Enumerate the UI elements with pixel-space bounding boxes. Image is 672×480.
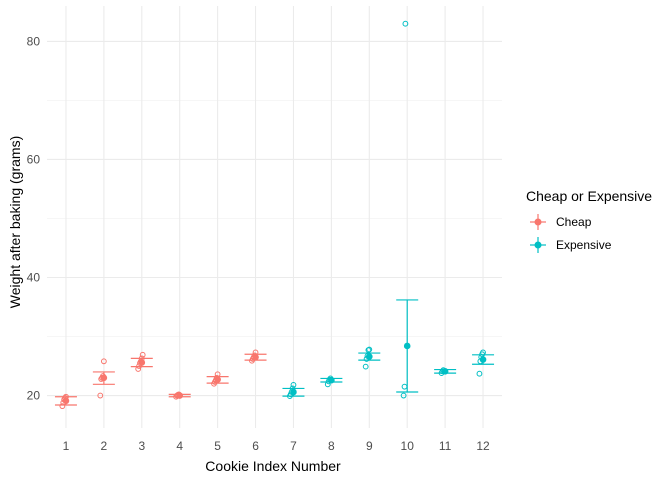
data-point: [324, 381, 331, 388]
data-point: [366, 346, 373, 353]
x-tick-label: 1: [63, 439, 70, 453]
data-point: [480, 349, 486, 356]
cookie-group: [54, 393, 77, 410]
mean-point: [290, 388, 297, 396]
data-point: [402, 20, 409, 27]
legend-key-point: [534, 218, 542, 226]
y-tick-label: 80: [27, 34, 41, 48]
legend-title: Cheap or Expensive: [526, 188, 652, 204]
mean-point: [328, 376, 335, 384]
mean-point: [214, 376, 221, 383]
cookie-group: [206, 371, 229, 387]
cookie-group: [130, 351, 153, 372]
mean-point: [138, 359, 146, 366]
data-layer: [54, 20, 495, 410]
data-point: [401, 383, 408, 390]
cookie-group: [168, 391, 191, 400]
data-point: [59, 403, 66, 410]
mean-point: [441, 368, 449, 375]
cookie-group: [396, 20, 419, 399]
x-tick-label: 8: [328, 439, 335, 453]
x-tick-label: 11: [439, 439, 452, 453]
data-point: [362, 363, 369, 370]
cookie-group: [244, 349, 267, 364]
y-tick-label: 60: [27, 152, 41, 166]
x-tick-label: 4: [176, 439, 183, 453]
mean-point: [252, 353, 259, 361]
y-tick-label: 40: [27, 270, 41, 284]
legend: Cheap or Expensive Cheap Expensive: [526, 188, 652, 253]
data-point: [135, 366, 142, 372]
cookie-group: [320, 375, 343, 388]
data-point: [97, 392, 104, 399]
y-tick-label: 20: [27, 389, 41, 403]
data-point: [100, 358, 107, 365]
legend-label: Expensive: [556, 238, 612, 252]
data-point: [139, 351, 146, 358]
mean-point: [62, 397, 70, 405]
x-tick-label: 5: [214, 439, 221, 453]
x-tick-label: 7: [290, 439, 297, 453]
cookie-group: [358, 346, 381, 370]
x-tick-label: 9: [366, 439, 373, 453]
y-axis-title: Weight after baking (grams): [7, 136, 23, 308]
mean-point: [403, 342, 411, 350]
cookie-group: [282, 382, 305, 400]
legend-key-expensive: Expensive: [530, 237, 612, 253]
legend-key-point: [534, 241, 542, 249]
cookie-group: [434, 367, 457, 377]
data-point: [476, 370, 483, 377]
legend-key-cheap: Cheap: [530, 214, 592, 230]
x-tick-label: 3: [138, 439, 145, 453]
cookie-group: [472, 349, 495, 377]
x-axis-title: Cookie Index Number: [205, 458, 341, 474]
mean-point: [479, 356, 487, 363]
mean-point: [365, 353, 373, 360]
grid: [47, 6, 502, 428]
x-tick-label: 10: [401, 439, 415, 453]
data-point: [290, 382, 297, 388]
x-tick-label: 12: [476, 439, 490, 453]
x-tick-label: 6: [252, 439, 259, 453]
mean-point: [176, 392, 184, 399]
mean-point: [100, 374, 108, 382]
data-point: [400, 392, 407, 399]
legend-label: Cheap: [556, 215, 592, 229]
cookie-group: [92, 358, 115, 399]
x-tick-label: 2: [101, 439, 108, 453]
